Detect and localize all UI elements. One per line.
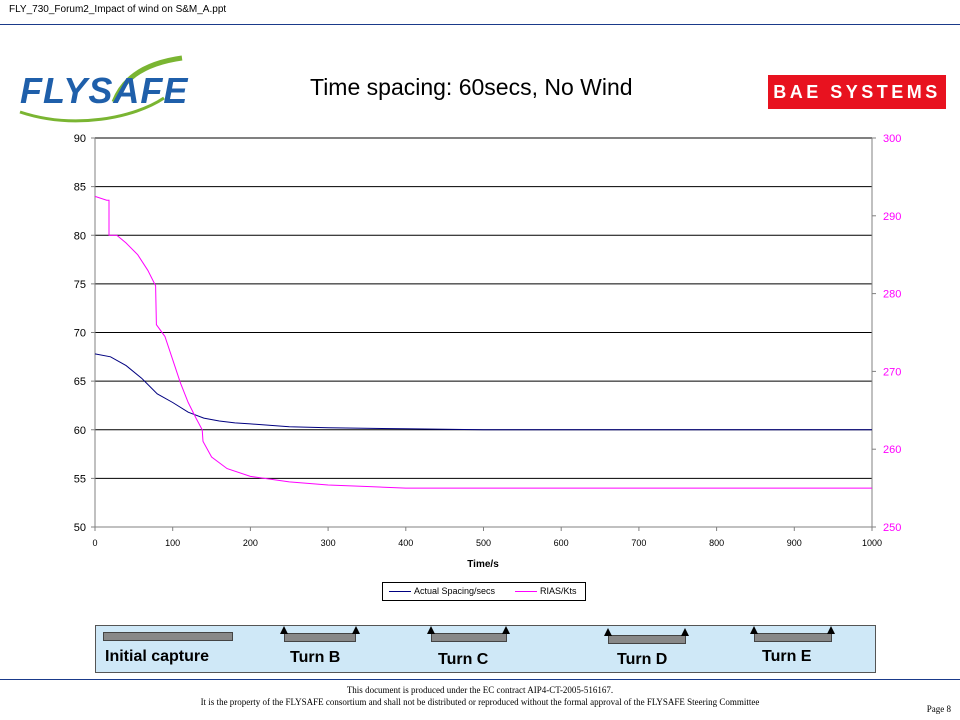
legend-label-rias: RIAS/Kts	[540, 586, 577, 596]
turn-label-d: Turn D	[617, 651, 668, 668]
y-right-tick-label: 250	[883, 522, 901, 534]
y-right-tick-label: 300	[883, 133, 901, 145]
chart-grid	[95, 137, 872, 528]
y-right-tick-label: 280	[883, 289, 901, 301]
turn-e-bar	[754, 633, 832, 642]
turn-label-initial-capture: Initial capture	[105, 648, 210, 665]
y-right-tick-label: 270	[883, 366, 901, 378]
chart-title: Time spacing: 60secs, No Wind	[310, 74, 633, 100]
y-left-tick-label: 85	[74, 182, 86, 194]
x-tick-label: 300	[321, 538, 336, 548]
y-left-tick-label: 90	[74, 133, 86, 145]
legend-item-actual: Actual Spacing/secs	[389, 586, 495, 596]
x-tick-label: 400	[398, 538, 413, 548]
header-divider	[0, 24, 960, 25]
chart-series	[94, 195, 872, 489]
document-filename: FLY_730_Forum2_Impact of wind on S&M_A.p…	[9, 4, 227, 15]
y-left-tick-label: 80	[74, 230, 86, 242]
footer-line-2: It is the property of the FLYSAFE consor…	[200, 697, 760, 707]
footer-line-1: This document is produced under the EC c…	[346, 685, 614, 695]
turn-e-end-arrow-icon	[827, 626, 835, 634]
page-number: Page 8	[926, 704, 951, 714]
turn-timeline: Initial capture Turn B Turn C Turn D Tur…	[95, 625, 876, 673]
turn-c-bar	[431, 633, 507, 642]
chart-ticks: 50 55 60 65 70 75 80 85 90 250 260 270 280 290 300 0 100…	[74, 133, 902, 548]
chart-legend: Actual Spacing/secs RIAS/Kts	[382, 582, 586, 601]
turn-d-start-arrow-icon	[604, 628, 612, 636]
y-left-tick-label: 75	[74, 279, 86, 291]
turn-b-bar	[284, 633, 356, 642]
x-axis-label: Time/s	[467, 559, 499, 570]
flysafe-swoosh-icon	[19, 55, 183, 123]
y-left-tick-label: 60	[74, 425, 86, 437]
turn-label-c: Turn C	[438, 651, 489, 668]
y-right-tick-label: 290	[883, 211, 901, 223]
turn-c-start-arrow-icon	[427, 626, 435, 634]
y-left-tick-label: 65	[74, 376, 86, 388]
x-tick-label: 200	[243, 538, 258, 548]
line-chart: 50 55 60 65 70 75 80 85 90 250 260 270 280 290 300 0 100…	[74, 133, 902, 570]
x-tick-label: 800	[709, 538, 724, 548]
turn-e-start-arrow-icon	[750, 626, 758, 634]
turn-b-start-arrow-icon	[280, 626, 288, 634]
legend-label-actual: Actual Spacing/secs	[414, 586, 496, 596]
y-left-tick-label: 50	[74, 522, 86, 534]
legend-swatch-actual	[389, 590, 411, 592]
x-tick-label: 0	[92, 538, 97, 548]
initial-capture-bar	[103, 632, 233, 641]
x-tick-label: 600	[554, 538, 569, 548]
flysafe-logo: FLYSAFE	[14, 52, 187, 124]
x-tick-label: 700	[631, 538, 646, 548]
turn-label-b: Turn B	[290, 649, 341, 666]
legend-item-rias: RIAS/Kts	[515, 586, 577, 596]
turn-b-end-arrow-icon	[352, 626, 360, 634]
turn-label-e: Turn E	[762, 648, 812, 665]
turn-c-end-arrow-icon	[502, 626, 510, 634]
turn-d-bar	[608, 635, 686, 644]
y-left-tick-label: 70	[74, 328, 86, 340]
x-tick-label: 1000	[862, 538, 882, 548]
y-right-tick-label: 260	[883, 444, 901, 456]
legend-swatch-rias	[515, 590, 537, 592]
y-left-tick-label: 55	[74, 473, 86, 485]
x-tick-label: 900	[787, 538, 802, 548]
footer-notice: This document is produced under the EC c…	[0, 684, 960, 708]
x-tick-label: 500	[476, 538, 491, 548]
flysafe-logo-text: FLYSAFE	[20, 70, 189, 111]
x-tick-label: 100	[165, 538, 180, 548]
turn-d-end-arrow-icon	[681, 628, 689, 636]
footer-divider	[0, 679, 960, 680]
bae-systems-logo: BAE SYSTEMS	[768, 75, 946, 109]
series-line-actual-spacing	[94, 353, 872, 431]
series-line-rias	[94, 195, 872, 489]
